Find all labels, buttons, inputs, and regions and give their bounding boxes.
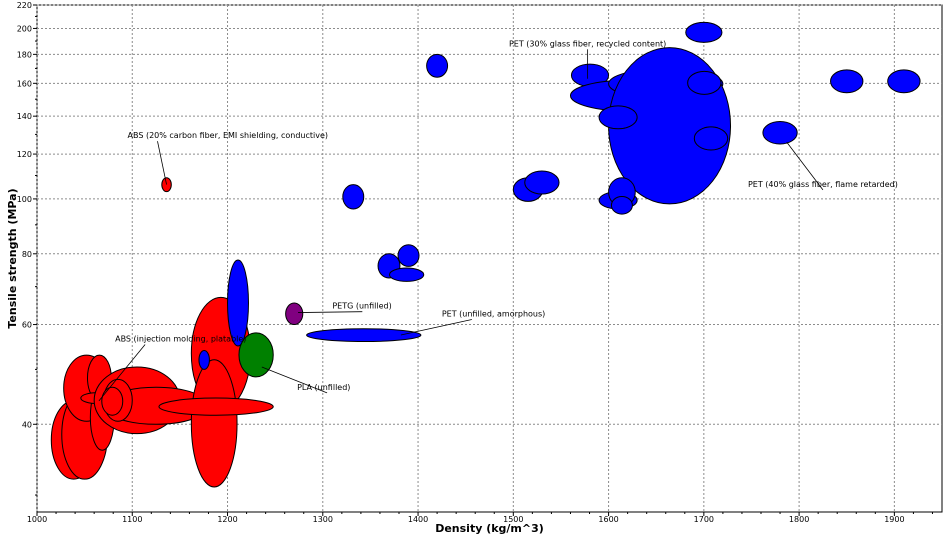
annotation-label: PET (40% glass fiber, flame retarded): [748, 180, 898, 189]
annotation-label: ABS (20% carbon fiber, EMI shielding, co…: [128, 131, 329, 140]
x-tick-label: 1900: [884, 515, 904, 524]
y-tick-label: 60: [22, 321, 32, 330]
annotation-leaders: [98, 49, 824, 402]
annotation-leader: [400, 319, 472, 336]
x-tick-label: 1800: [789, 515, 809, 524]
pet-bubble[interactable]: [397, 244, 420, 267]
annotation-label: PETG (unfilled): [332, 302, 391, 311]
annotation-label: PET (unfilled, amorphous): [442, 309, 545, 318]
x-tick-label: 1400: [408, 515, 428, 524]
x-tick-label: 1600: [598, 515, 618, 524]
annotation-leader: [298, 311, 363, 313]
pet-bubble[interactable]: [426, 53, 449, 78]
abs-bubble[interactable]: [158, 397, 274, 416]
petg-bubble[interactable]: [285, 302, 304, 326]
pet-bubble[interactable]: [598, 105, 638, 130]
bubbles: [50, 21, 921, 488]
pet-bubble[interactable]: [693, 126, 729, 151]
annotation-label: PET (30% glass fiber, recycled content): [509, 39, 666, 48]
abs-bubble[interactable]: [161, 177, 172, 193]
pla-bubble[interactable]: [238, 332, 274, 378]
pet-bubble[interactable]: [342, 184, 365, 210]
pet-bubble[interactable]: [887, 69, 921, 94]
y-tick-label: 40: [22, 420, 32, 429]
x-tick-label: 1200: [217, 515, 237, 524]
pet-bubble[interactable]: [198, 349, 210, 370]
pet-bubble[interactable]: [227, 259, 249, 347]
y-tick-label: 200: [17, 24, 32, 33]
annotation-leader: [786, 141, 824, 191]
x-axis-title: Density (kg/m^3): [435, 522, 544, 535]
abs-bubble[interactable]: [101, 386, 124, 416]
annotation-label: PLA (unfilled): [297, 383, 350, 392]
y-tick-label: 180: [17, 50, 32, 59]
x-tick-label: 1500: [503, 515, 523, 524]
pet-bubble[interactable]: [762, 120, 798, 145]
pet-bubble[interactable]: [306, 328, 422, 343]
plot-frame: [36, 4, 943, 513]
annotation-leader: [98, 344, 146, 402]
x-axis-ticks: 1000 1100 1200 1300 1400 1500 1600 1700 1800 1900: [27, 512, 933, 524]
pet-bubble[interactable]: [388, 267, 425, 282]
x-tick-label: 1000: [27, 515, 47, 524]
pet-bubble[interactable]: [685, 21, 723, 43]
y-tick-label: 80: [22, 250, 32, 259]
annotations: ABS (20% carbon fiber, EMI shielding, co…: [115, 39, 898, 392]
y-tick-label: 100: [17, 195, 32, 204]
pet-bubble[interactable]: [524, 170, 560, 195]
y-axis-title: Tensile strength (MPa): [6, 188, 19, 328]
y-tick-label: 140: [17, 112, 32, 121]
gridlines: [36, 4, 942, 512]
x-tick-label: 1700: [694, 515, 714, 524]
x-tick-label: 1300: [313, 515, 333, 524]
annotation-leader: [157, 141, 167, 185]
y-tick-label: 220: [17, 1, 32, 10]
abs-bubble[interactable]: [190, 359, 238, 488]
annotation-label: ABS (injection molding, platable): [115, 335, 246, 344]
x-tick-label: 1100: [122, 515, 142, 524]
y-tick-label: 120: [17, 150, 32, 159]
pet-bubble[interactable]: [830, 69, 864, 94]
plot-area: [36, 4, 943, 513]
y-axis-ticks: 40 60 80 100 120 140 160 180 200 220: [17, 1, 37, 496]
annotation-leader: [261, 366, 328, 394]
pet-bubble[interactable]: [610, 195, 633, 215]
pet-bubble[interactable]: [687, 70, 722, 95]
y-tick-label: 160: [17, 79, 32, 88]
